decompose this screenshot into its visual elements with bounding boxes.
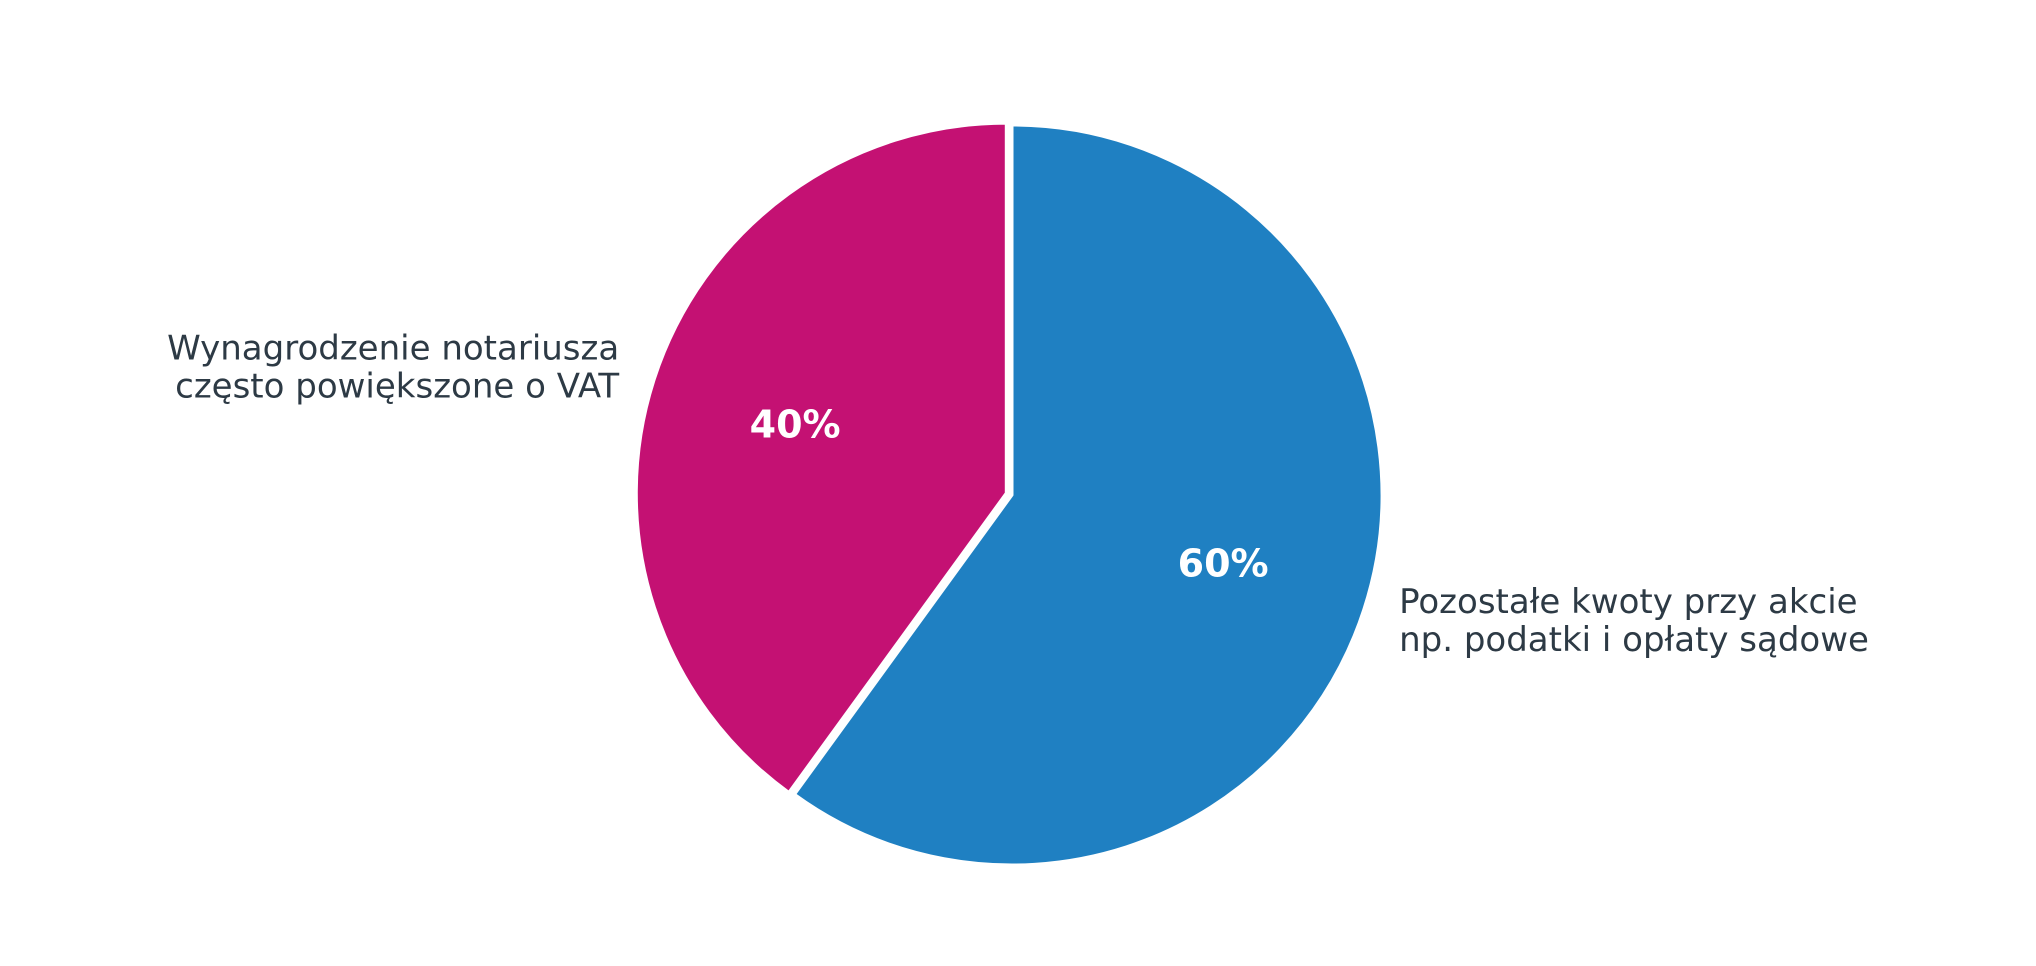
slices-layer [634,121,1384,867]
pie-category-label-line: Wynagrodzenie notariusza [167,328,619,368]
pie-category-label-2: Pozostałe kwoty przy akcie np. podatki i … [1399,582,1869,660]
pie-category-label-line: Pozostałe kwoty przy akcie [1399,582,1858,622]
pie-slice-1 [634,121,1008,794]
pie-category-label-1: Wynagrodzenie notariusza często powiększo… [167,328,619,406]
pie-pct-label-2: 60% [1178,542,1269,586]
pie-pct-label-1: 40% [750,403,841,447]
pie-category-label-line: np. podatki i opłaty sądowe [1399,620,1869,660]
pie-slice-2 [793,123,1384,867]
pie-category-label-line: często powiększone o VAT [175,366,619,406]
labels-layer: 40% Wynagrodzenie notariusza często powięk… [167,328,1869,659]
